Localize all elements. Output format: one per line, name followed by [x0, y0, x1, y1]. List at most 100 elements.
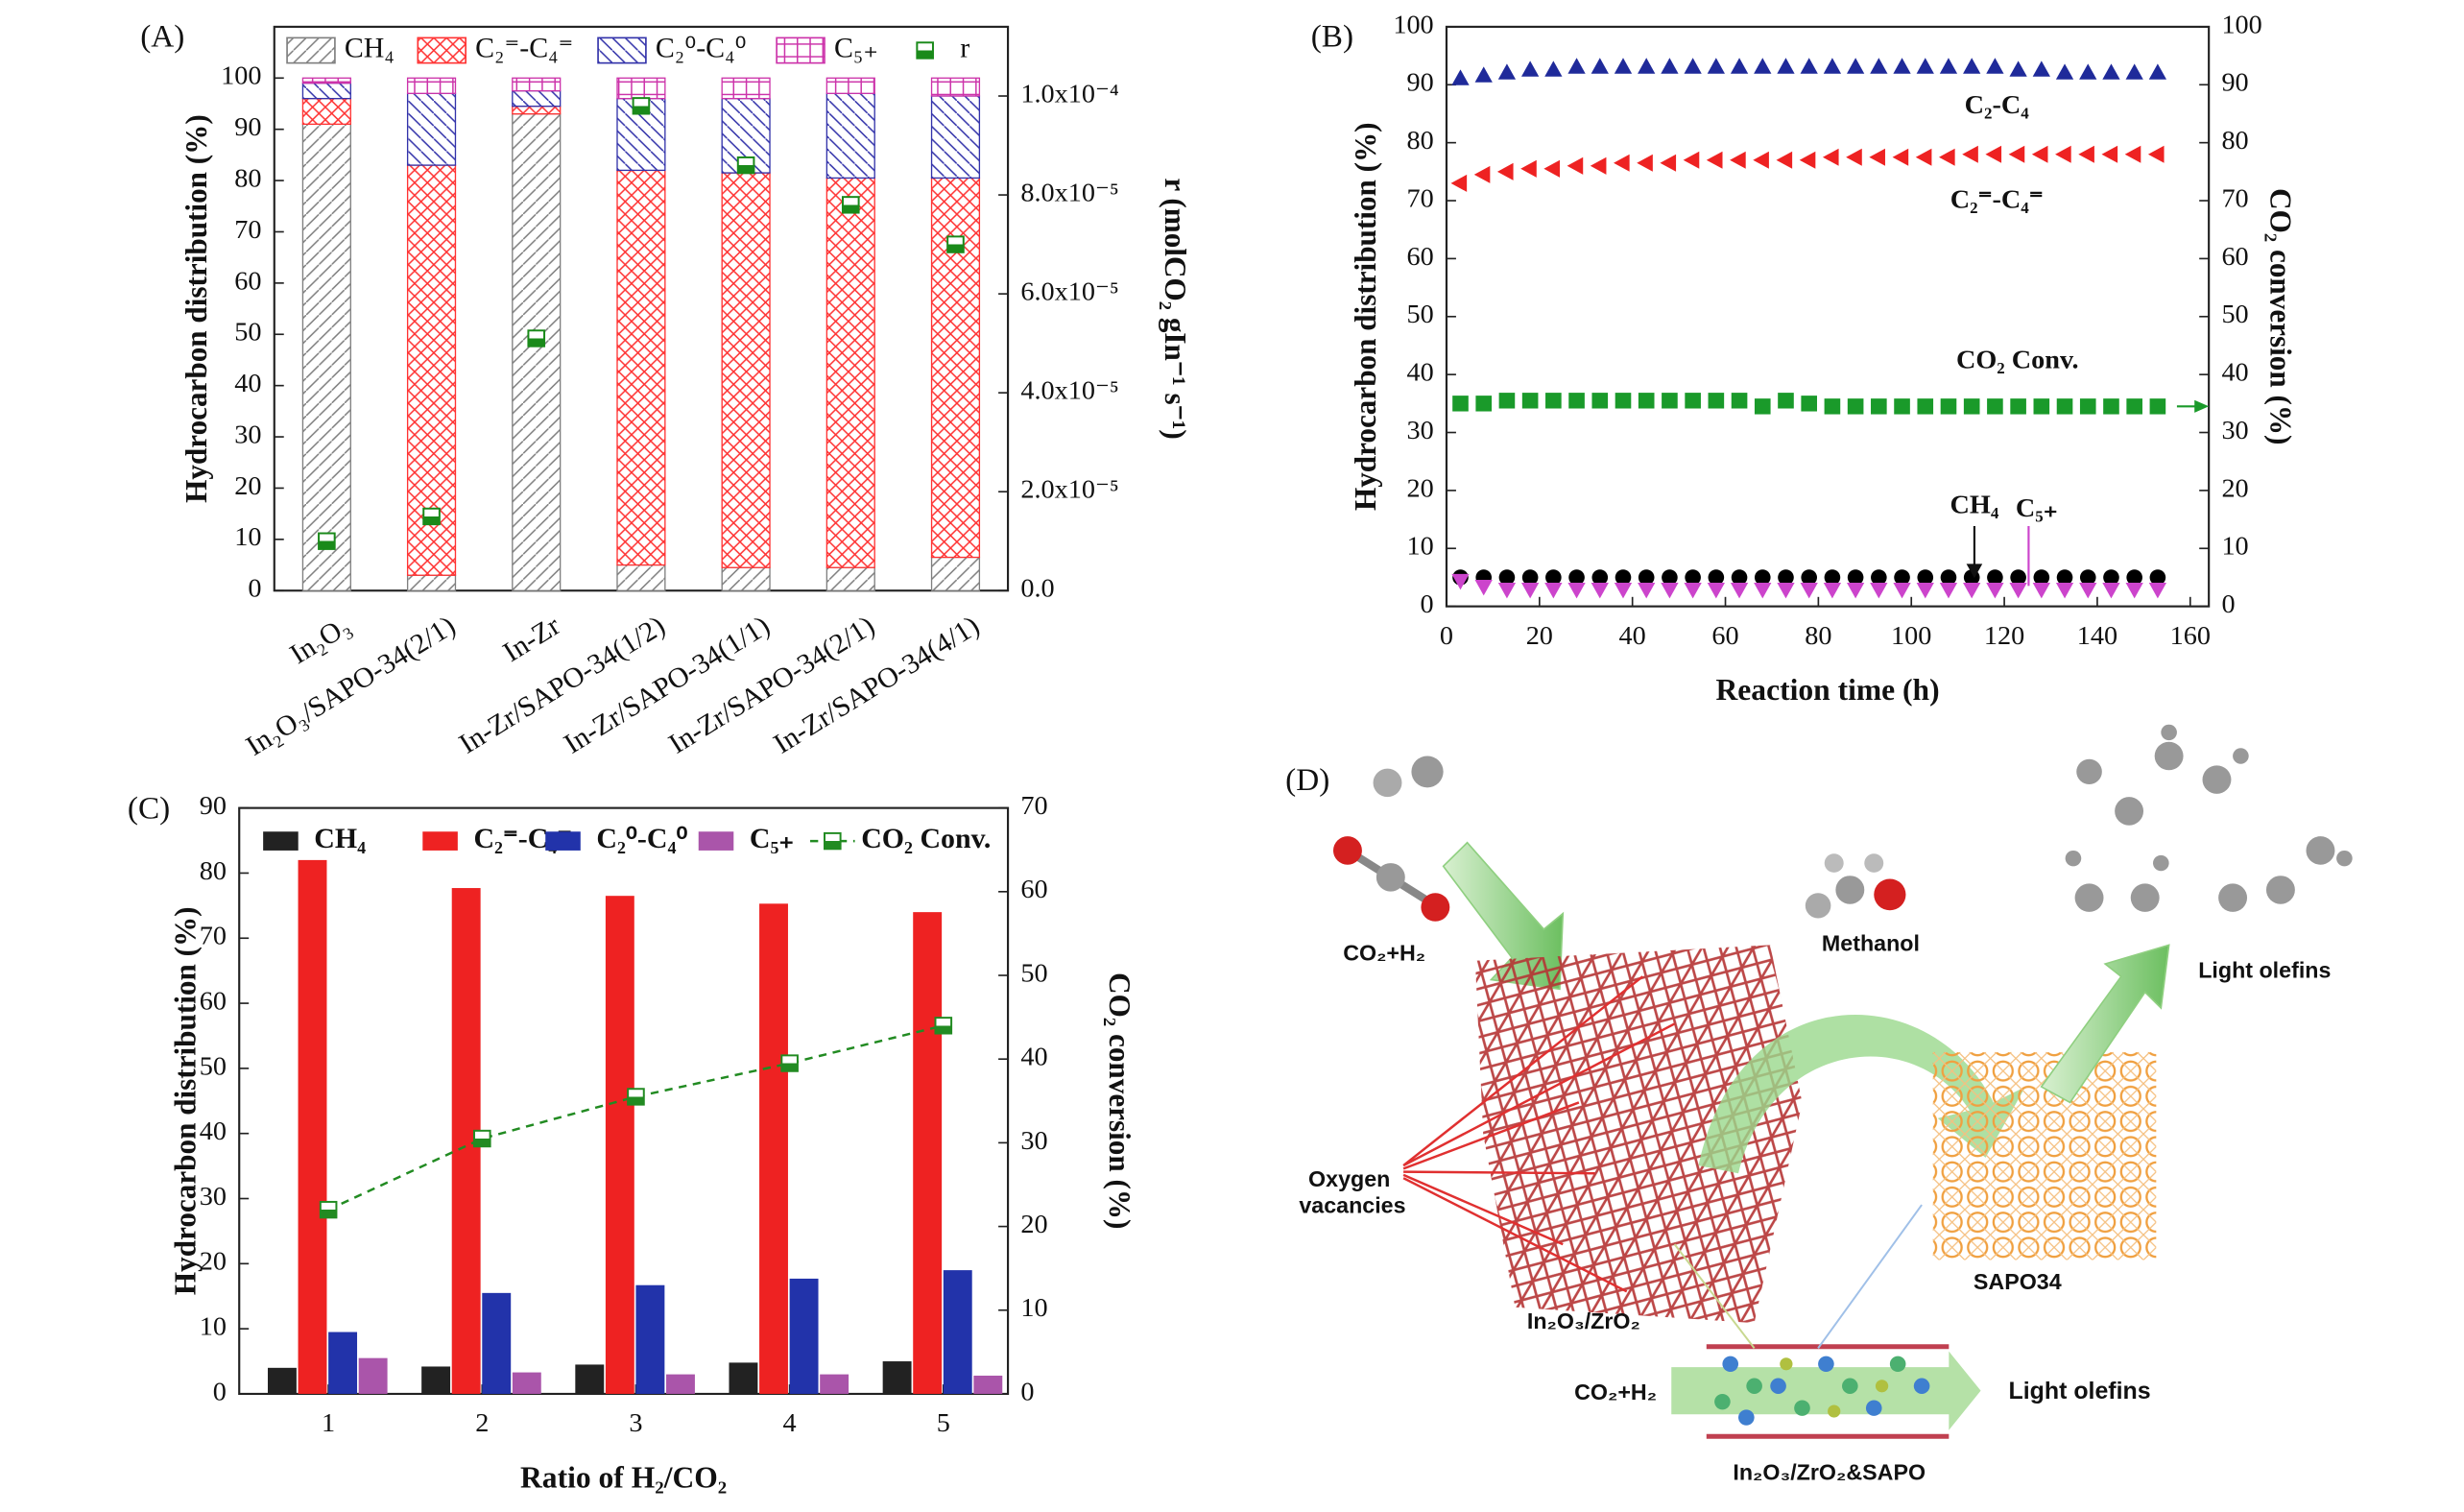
- bar-segment: [616, 77, 666, 100]
- marker: [1475, 396, 1493, 412]
- x-tick-label: 5: [937, 1408, 950, 1438]
- y2-tick-label: 50: [1020, 959, 1047, 989]
- marker: [1894, 569, 1910, 586]
- marker: [472, 1129, 491, 1148]
- marker: [1591, 58, 1609, 74]
- arrow-head: [2194, 399, 2210, 413]
- marker: [319, 1200, 338, 1219]
- marker: [1614, 154, 1630, 172]
- marker: [1731, 569, 1748, 586]
- marker: [632, 97, 651, 115]
- marker: [1846, 582, 1865, 599]
- panel-label: (A): [140, 20, 184, 55]
- x-tick-label: 4: [783, 1408, 797, 1438]
- marker: [527, 329, 546, 348]
- marker: [1545, 569, 1562, 586]
- marker: [1939, 148, 1955, 166]
- marker: [1497, 63, 1517, 80]
- y2-tick-label: 60: [1020, 875, 1047, 904]
- marker: [1685, 569, 1701, 586]
- bar-segment: [721, 172, 771, 568]
- bar: [666, 1374, 695, 1394]
- marker: [1473, 165, 1491, 183]
- marker: [1591, 582, 1609, 599]
- marker: [1846, 148, 1862, 166]
- marker: [1870, 58, 1888, 74]
- marker: [2079, 582, 2097, 599]
- marker: [2056, 569, 2073, 586]
- y2-axis-label: r (molCO₂ gIn⁻¹ s⁻¹): [1159, 178, 1192, 439]
- y-axis-label: Hydrocarbon distribution (%): [168, 907, 202, 1296]
- marker: [2009, 60, 2027, 77]
- y2-tick-label: 30: [2221, 416, 2248, 445]
- marker: [1544, 582, 1563, 599]
- diagram-label: In₂O₃/ZrO₂&SAPO: [1733, 1460, 1926, 1485]
- marker: [2010, 398, 2026, 415]
- bar: [605, 896, 634, 1394]
- marker: [2102, 63, 2120, 80]
- bar: [635, 1284, 665, 1394]
- y2-tick-label: 70: [1020, 791, 1047, 821]
- marker: [1754, 58, 1772, 74]
- y2-tick-label: 1.0x10⁻⁴: [1020, 80, 1118, 109]
- bar: [820, 1374, 849, 1394]
- y-tick-label: 70: [1406, 184, 1433, 214]
- marker: [2055, 582, 2074, 599]
- y2-tick-label: 10: [1020, 1293, 1047, 1323]
- diagram-label: Light olefins: [2009, 1379, 2151, 1404]
- y2-tick-label: 60: [2221, 242, 2248, 272]
- marker: [2102, 582, 2120, 599]
- bar-segment: [406, 164, 457, 576]
- marker: [1894, 398, 1910, 415]
- marker: [1869, 148, 1885, 166]
- marker: [1940, 398, 1957, 415]
- marker: [1707, 582, 1725, 599]
- y-tick-label: 0: [248, 574, 261, 604]
- marker: [1754, 569, 1771, 586]
- y-tick-label: 20: [234, 471, 261, 501]
- marker: [2147, 145, 2165, 163]
- y-tick-label: 90: [200, 791, 227, 821]
- marker: [1637, 154, 1653, 172]
- bar-segment: [930, 95, 981, 180]
- marker: [1452, 396, 1469, 412]
- legend-swatch: [422, 831, 458, 851]
- marker: [1567, 582, 1586, 599]
- y-tick-label: 0: [213, 1378, 227, 1407]
- legend-label: C₂⁰-C₄⁰: [596, 824, 687, 854]
- marker: [422, 507, 441, 526]
- x-tick-label: 160: [2170, 621, 2211, 651]
- marker: [1545, 393, 1562, 409]
- legend-label: C₂⁼-C₄⁼: [475, 33, 573, 63]
- marker: [1590, 156, 1607, 175]
- marker: [1800, 582, 1818, 599]
- y-tick-label: 40: [234, 369, 261, 398]
- marker: [1917, 398, 1934, 415]
- bar-segment: [825, 566, 875, 591]
- bar-segment: [930, 77, 981, 97]
- marker: [1638, 393, 1655, 409]
- marker: [1986, 58, 2004, 74]
- x-tick-label: In-Zr: [498, 611, 566, 668]
- marker: [1684, 58, 1702, 74]
- marker: [1917, 569, 1934, 586]
- marker: [2148, 63, 2167, 80]
- panel-label: (D): [1285, 763, 1329, 798]
- marker: [1708, 393, 1725, 409]
- x-tick-label: In₂O₃: [285, 611, 356, 670]
- marker: [1940, 569, 1957, 586]
- marker: [1708, 569, 1725, 586]
- legend-label: C₅₊: [750, 824, 794, 854]
- marker: [1498, 569, 1516, 586]
- marker: [1893, 58, 1911, 74]
- marker: [2032, 60, 2050, 77]
- marker: [1962, 145, 1978, 163]
- y-axis-label: Hydrocarbon distribution (%): [1349, 122, 1382, 511]
- y2-tick-label: 40: [2221, 358, 2248, 388]
- marker: [1985, 145, 2002, 163]
- diagram-label: In₂O₃/ZrO₂: [1527, 1308, 1640, 1333]
- marker: [1638, 582, 1656, 599]
- y2-tick-label: 20: [2221, 473, 2248, 503]
- annotation: CO₂ Conv.: [1956, 346, 2079, 375]
- bar: [421, 1366, 451, 1394]
